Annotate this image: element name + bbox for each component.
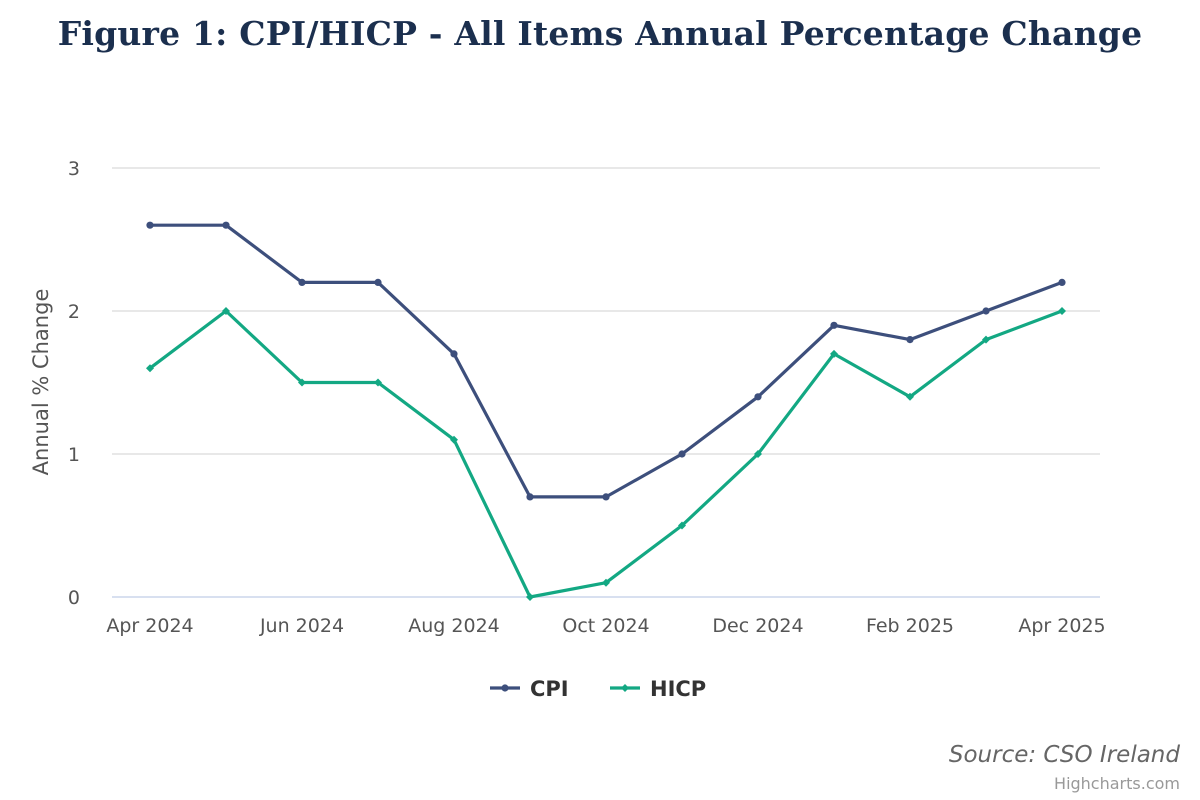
y-tick-label: 0: [68, 587, 80, 609]
cpi-point[interactable]: [526, 493, 534, 501]
x-tick-label: Oct 2024: [562, 615, 649, 637]
hicp-point[interactable]: [602, 578, 610, 587]
hicp-point[interactable]: [830, 349, 838, 358]
cpi-point[interactable]: [146, 221, 154, 229]
legend: CPI HICP: [490, 677, 706, 701]
y-axis-title: Annual % Change: [29, 289, 53, 476]
hicp-point[interactable]: [298, 378, 306, 387]
legend-item-hicp[interactable]: HICP: [610, 677, 706, 701]
x-axis-ticks: Apr 2024 Jun 2024 Aug 2024 Oct 2024 Dec 2024…: [106, 615, 1105, 637]
hicp-point[interactable]: [222, 307, 230, 315]
legend-marker: [621, 684, 629, 692]
credits-link[interactable]: Highcharts.com: [1054, 774, 1180, 793]
hicp-point[interactable]: [678, 521, 686, 530]
y-tick-label: 3: [68, 158, 80, 180]
cpi-point[interactable]: [222, 221, 230, 229]
grid-lines: [112, 167, 1100, 598]
x-tick-label: Apr 2025: [1018, 615, 1105, 637]
cpi-point[interactable]: [678, 450, 686, 458]
hicp-point[interactable]: [450, 435, 458, 444]
legend-item-cpi[interactable]: CPI: [490, 677, 569, 701]
cpi-point[interactable]: [374, 278, 382, 286]
cpi-point[interactable]: [602, 493, 610, 501]
cpi-point[interactable]: [906, 336, 914, 344]
source-note: Source: CSO Ireland: [948, 742, 1180, 768]
cpi-point[interactable]: [1058, 278, 1066, 286]
legend-label: HICP: [650, 677, 706, 701]
hicp-point[interactable]: [374, 378, 382, 387]
x-tick-label: Dec 2024: [712, 615, 803, 637]
legend-marker: [501, 684, 509, 692]
hicp-point[interactable]: [982, 335, 990, 344]
y-tick-label: 2: [68, 301, 80, 323]
cpi-point[interactable]: [982, 307, 990, 315]
x-tick-label: Feb 2025: [866, 615, 954, 637]
cpi-point[interactable]: [754, 393, 762, 401]
x-tick-label: Apr 2024: [106, 615, 193, 637]
chart-title: Figure 1: CPI/HICP - All Items Annual Pe…: [57, 14, 1143, 53]
series-hicp[interactable]: [146, 307, 1066, 601]
hicp-point[interactable]: [146, 364, 154, 373]
y-tick-label: 1: [68, 444, 80, 466]
hicp-point[interactable]: [754, 450, 762, 458]
cpi-point[interactable]: [298, 278, 306, 286]
x-tick-label: Aug 2024: [408, 615, 500, 637]
x-tick-label: Jun 2024: [259, 615, 344, 637]
legend-label: CPI: [530, 677, 569, 701]
cpi-point[interactable]: [830, 321, 838, 329]
cpi-line[interactable]: [148, 223, 1064, 499]
hicp-point[interactable]: [1058, 307, 1066, 315]
hicp-point[interactable]: [906, 392, 914, 401]
series-cpi[interactable]: [146, 221, 1066, 501]
hicp-point[interactable]: [526, 593, 534, 601]
cpi-point[interactable]: [450, 350, 458, 358]
y-axis-ticks: 0 1 2 3: [68, 158, 80, 609]
series-lines: [146, 221, 1066, 601]
